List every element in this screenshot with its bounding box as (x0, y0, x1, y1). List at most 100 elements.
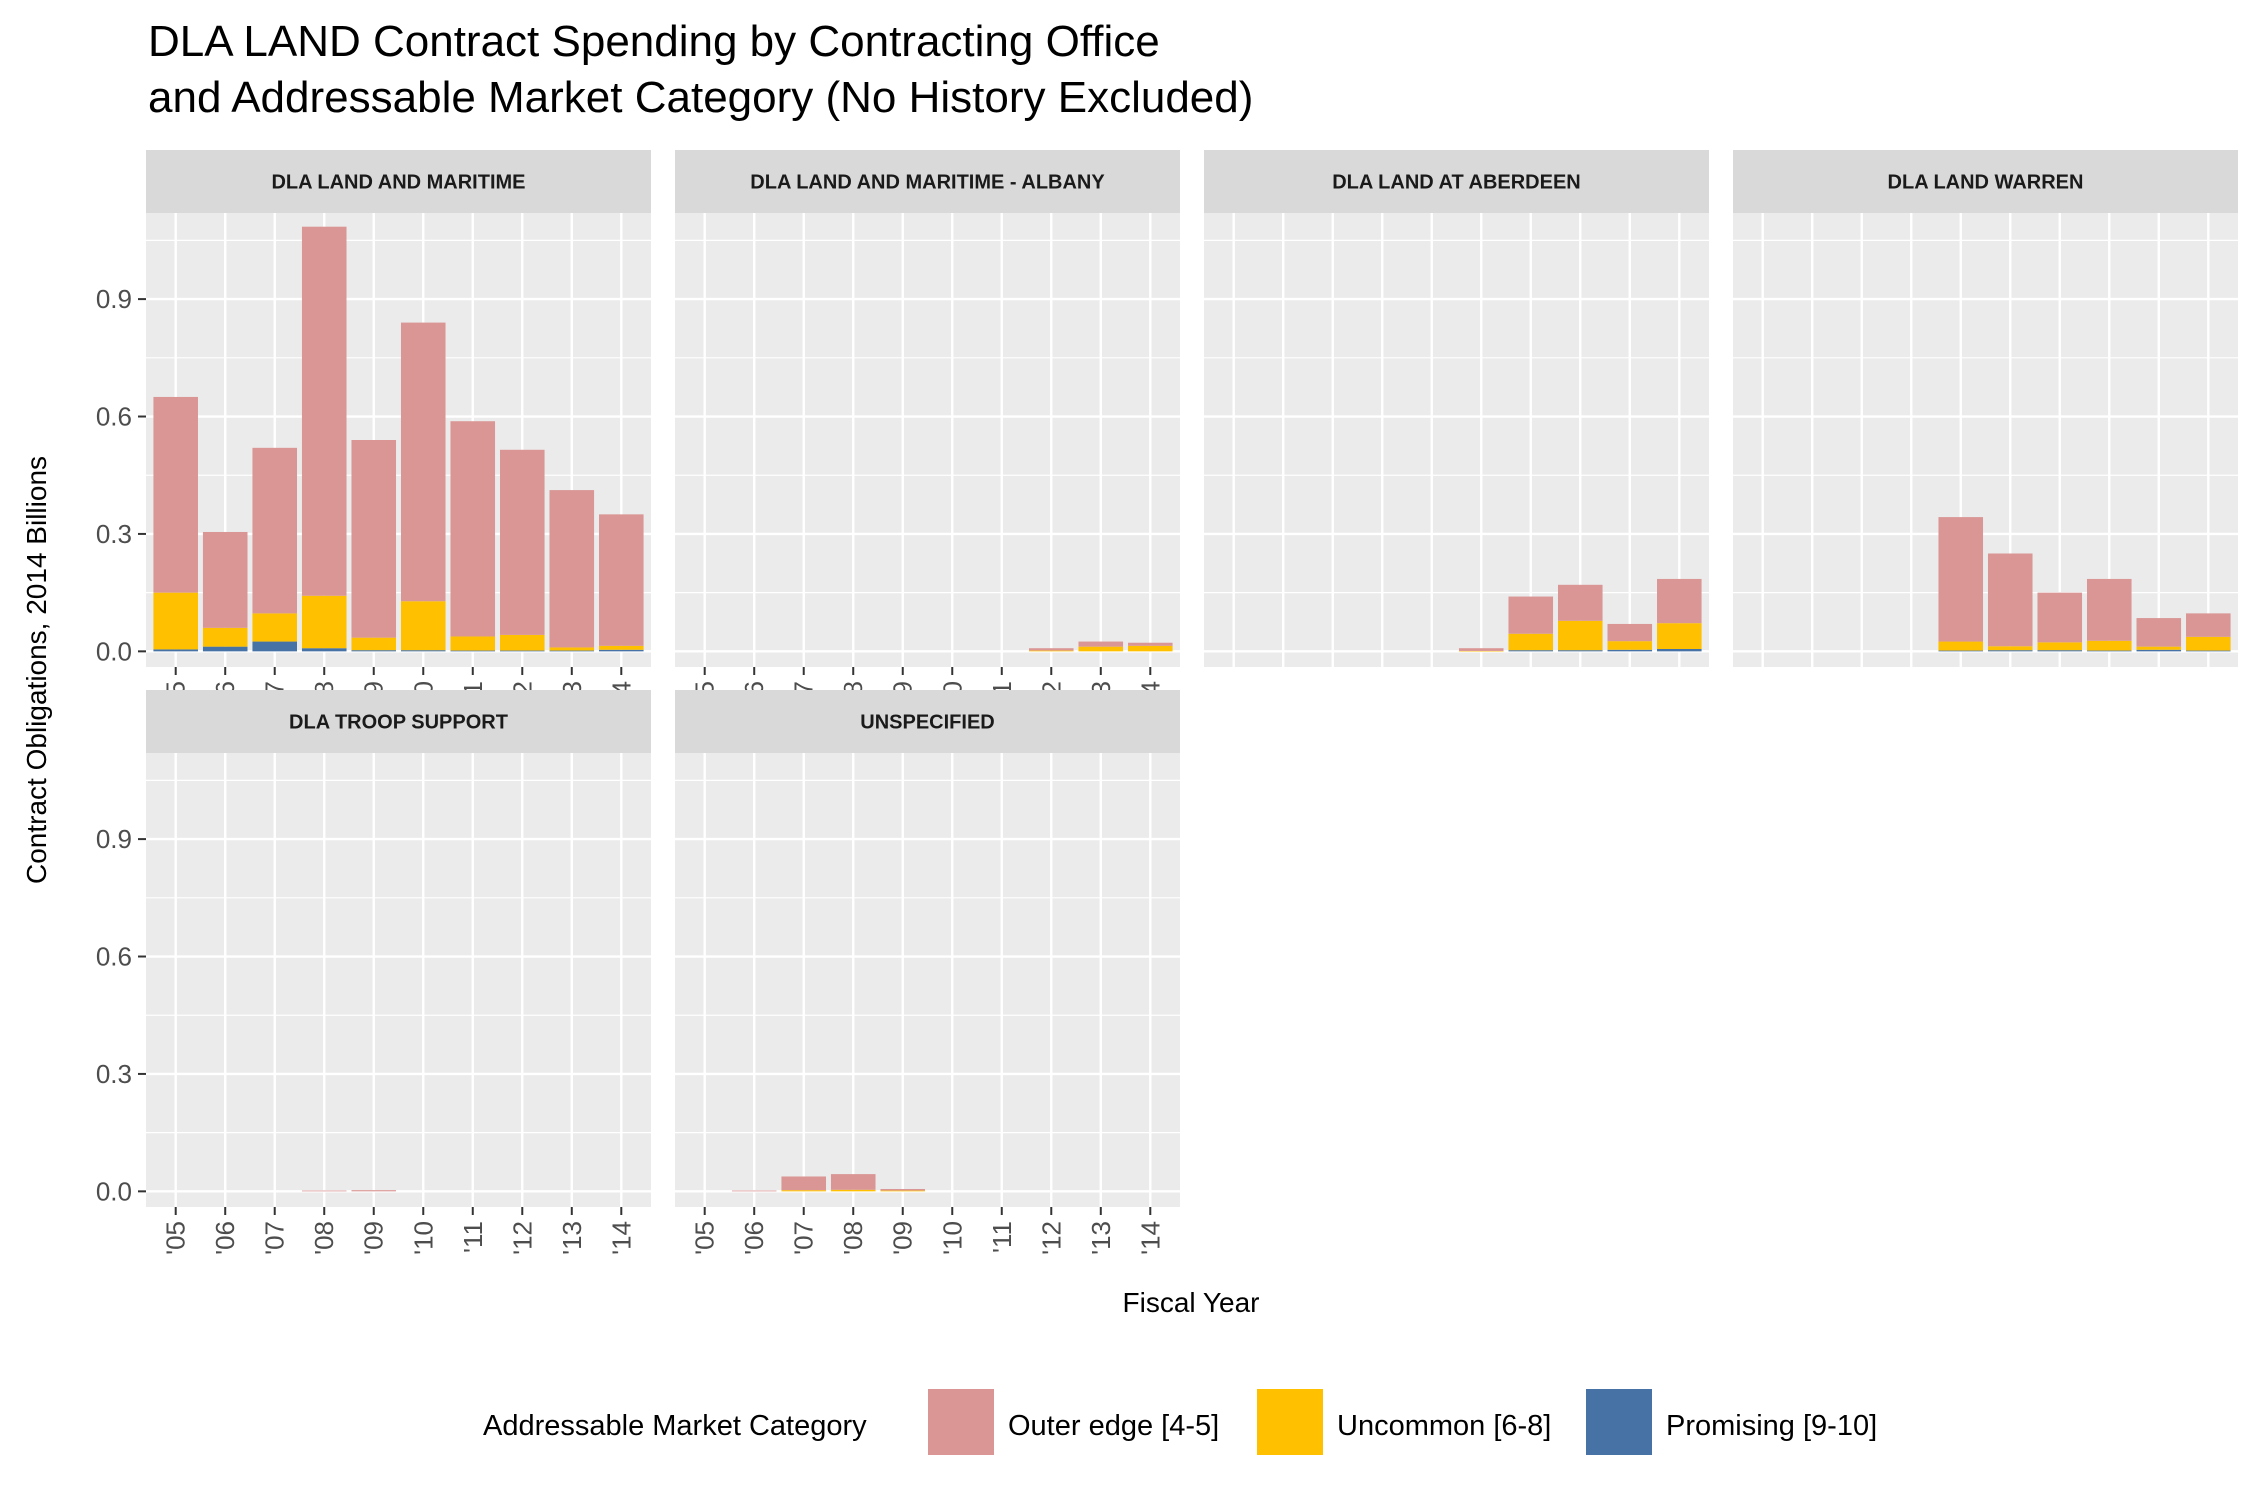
facet-panels: DLA LAND AND MARITIME 0.0 0.3 0.6 0.9 '05 '06 '… (96, 150, 2238, 1255)
legend: Addressable Market Category Outer edge [… (483, 1389, 1877, 1455)
bar-segment (153, 396, 198, 593)
legend-title: Addressable Market Category (483, 1410, 867, 1442)
facet-strip (146, 150, 651, 213)
facet-strip-label: UNSPECIFIED (860, 712, 994, 734)
x-tick-label: '10 (937, 1221, 967, 1255)
x-tick-label: '09 (359, 1221, 389, 1255)
x-tick-label: '12 (507, 1221, 537, 1255)
bar-segment (549, 650, 595, 652)
legend-key (928, 1389, 994, 1455)
facet-panel-3: DLA LAND AT ABERDEEN (1204, 150, 1709, 667)
legend-label: Promising [9-10] (1666, 1410, 1877, 1442)
facet-panel-5: DLA TROOP SUPPORT 0.0 0.3 0.6 0.9 '05 '06 '07 '0… (96, 690, 651, 1255)
bar-segment (400, 601, 446, 651)
bar-segment (1128, 642, 1173, 646)
x-tick-label: '08 (838, 1221, 868, 1255)
bar-segment (252, 641, 298, 652)
y-tick-label: 0.0 (96, 636, 132, 666)
bar-segment (202, 531, 248, 628)
chart-title-line-2: and Addressable Market Category (No Hist… (148, 73, 1253, 122)
bar-segment (450, 650, 496, 652)
legend-label: Outer edge [4-5] (1008, 1410, 1219, 1442)
bar-segment (153, 649, 198, 652)
bar-segment (2037, 650, 2083, 652)
bar-segment (1987, 646, 2033, 651)
bar-segment (252, 613, 298, 642)
bar-segment (599, 514, 644, 646)
bar-segment (2136, 618, 2182, 647)
x-tick-label: '06 (739, 1221, 769, 1255)
facet-strip (146, 690, 651, 753)
facet-panel-1: DLA LAND AND MARITIME0.00.30.60.9'05'06'… (96, 150, 651, 715)
bar-segment (1028, 650, 1074, 652)
facet-strip (1204, 150, 1709, 213)
bar-segment (1657, 623, 1702, 649)
bar-segment (1607, 641, 1653, 650)
bar-segment (1508, 650, 1554, 652)
facet-strip-label: DLA TROOP SUPPORT (289, 712, 508, 734)
bar-segment (1557, 584, 1603, 621)
x-tick-label: '05 (690, 1221, 720, 1255)
bar-segment (450, 421, 496, 637)
chart-title-line-1: DLA LAND Contract Spending by Contractin… (148, 17, 1160, 66)
bar-segment (1458, 648, 1504, 651)
bar-segment (1508, 596, 1554, 634)
bar-segment (1607, 623, 1653, 642)
bar-segment (2186, 613, 2231, 637)
x-axis-title: Fiscal Year (1123, 1287, 1260, 1318)
bar-segment (1607, 649, 1653, 652)
x-tick-label: '05 (161, 1221, 191, 1255)
bar-segment (2086, 650, 2132, 652)
facet-panel-2: DLA LAND AND MARITIME - ALBANY'05'06'07'… (675, 150, 1180, 715)
bar-segment (880, 1190, 926, 1192)
bar-segment (1078, 641, 1124, 647)
x-tick-label: '06 (210, 1221, 240, 1255)
bar-segment (202, 627, 248, 647)
bar-segment (880, 1188, 926, 1191)
y-tick-label: 0.9 (96, 284, 132, 314)
facet-strip (675, 690, 1180, 753)
bar-segment (1557, 650, 1603, 652)
facet-strip (1733, 150, 2238, 213)
bar-segment (1458, 650, 1504, 652)
legend-key (1586, 1389, 1652, 1455)
bar-segment (400, 322, 446, 602)
panel-background (146, 753, 651, 1207)
y-tick-label: 0.3 (96, 1059, 132, 1089)
facet-strip-label: DLA LAND WARREN (1888, 172, 2084, 194)
bar-segment (1987, 553, 2033, 647)
bar-segment (1938, 650, 1984, 652)
bar-segment (1938, 517, 1984, 642)
x-tick-label: '07 (789, 1221, 819, 1255)
bar-segment (499, 634, 545, 651)
bar-segment (351, 440, 397, 638)
bar-segment (351, 650, 397, 652)
bar-segment (1028, 648, 1074, 651)
facet-strip (675, 150, 1180, 213)
y-tick-label: 0.3 (96, 519, 132, 549)
x-tick-label: '07 (260, 1221, 290, 1255)
bar-segment (1508, 633, 1554, 651)
bar-segment (1657, 578, 1702, 624)
y-tick-label: 0.6 (96, 942, 132, 972)
bar-segment (781, 1190, 827, 1192)
facet-strip-label: DLA LAND AT ABERDEEN (1332, 172, 1581, 194)
bar-segment (2186, 636, 2231, 651)
bar-segment (549, 490, 595, 648)
x-tick-label: '11 (987, 1221, 1017, 1253)
y-tick-label: 0.0 (96, 1176, 132, 1206)
x-tick-label: '09 (888, 1221, 918, 1255)
bar-segment (252, 447, 298, 614)
bar-segment (301, 595, 347, 649)
y-tick-label: 0.9 (96, 824, 132, 854)
bar-segment (1657, 648, 1702, 652)
bar-segment (2136, 646, 2182, 650)
bar-segment (2136, 649, 2182, 652)
x-tick-label: '13 (557, 1221, 587, 1255)
bar-segment (830, 1189, 876, 1192)
x-tick-label: '08 (309, 1221, 339, 1255)
bar-segment (549, 647, 595, 651)
bar-segment (400, 650, 446, 652)
bar-segment (351, 1190, 397, 1192)
bar-segment (1938, 641, 1984, 651)
